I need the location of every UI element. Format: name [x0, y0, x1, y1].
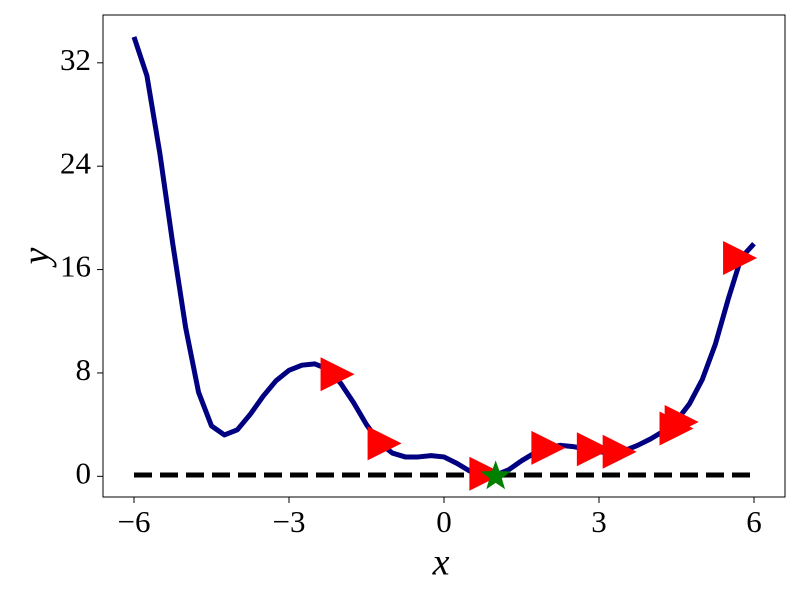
y-tick-label: 16	[60, 249, 91, 284]
marker	[320, 357, 355, 392]
x-tick-label: 6	[746, 504, 762, 539]
marker	[723, 240, 758, 275]
optimum-star	[480, 460, 511, 490]
y-tick-label: 8	[76, 352, 92, 387]
x-tick-label: 3	[591, 504, 607, 539]
x-axis-label: x	[432, 542, 450, 584]
marker	[531, 430, 566, 465]
curve	[131, 36, 756, 478]
y-tick-label: 32	[60, 42, 91, 77]
x-tick-label: −6	[118, 504, 151, 539]
plot-frame	[102, 14, 786, 498]
x-tick-label: 0	[436, 504, 452, 539]
marker	[664, 405, 699, 440]
marker	[576, 432, 611, 467]
x-tick-label: −3	[273, 504, 306, 539]
y-axis-label: y	[16, 247, 58, 268]
marker	[367, 426, 402, 461]
marker	[602, 434, 637, 469]
y-tick-label: 24	[60, 145, 92, 180]
y-tick-label: 0	[76, 455, 92, 490]
